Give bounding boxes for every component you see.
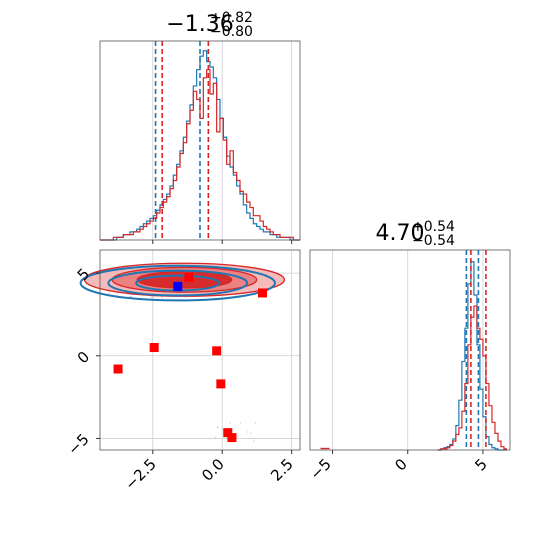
plot-area — [310, 250, 510, 450]
histogram-panel-y: 4.70 +0.54 −0.54 −5 0 5 — [306, 219, 511, 483]
sample-point — [250, 432, 253, 435]
sample-point — [229, 422, 232, 424]
tick-marks — [96, 272, 293, 454]
title-main: −1.36 — [166, 12, 233, 37]
red-marker — [216, 379, 226, 389]
y-tick-label: 0 — [74, 348, 93, 367]
histogram-title: −1.36 — [166, 12, 233, 37]
title-main: 4.70 — [376, 221, 425, 246]
sample-point — [237, 435, 239, 438]
y-tick-label: −5 — [64, 430, 92, 458]
sample-point — [252, 440, 255, 442]
x-tick-label: 5 — [471, 455, 490, 474]
blue-contour-level — [107, 269, 249, 297]
histogram-step — [437, 305, 507, 451]
red-marker — [149, 343, 159, 353]
histogram-step — [100, 50, 300, 241]
histogram-step — [100, 69, 300, 241]
red-marker — [184, 272, 194, 282]
markers — [113, 272, 267, 443]
red-marker — [227, 433, 237, 443]
plot-frame — [99, 40, 301, 241]
x-tick-labels: −5 0 5 — [306, 455, 490, 483]
sample-point — [152, 296, 155, 298]
title-superscript: +0.82 — [210, 10, 253, 26]
sample-point — [161, 296, 163, 298]
sample-point — [217, 426, 219, 429]
sample-point — [108, 292, 110, 295]
grid — [152, 41, 293, 240]
sample-point — [150, 296, 152, 299]
histogram-series — [320, 250, 507, 451]
red-marker — [223, 428, 233, 438]
histogram-panel-x: −1.36 +0.82 −0.80 — [99, 10, 301, 244]
sample-point — [221, 428, 224, 431]
x-tick-label: −5 — [306, 455, 334, 483]
x-tick-label: 0.0 — [198, 455, 228, 485]
title-subscript: −0.54 — [412, 233, 455, 249]
blue-contour-level — [79, 264, 276, 302]
x-tick-label: −2.5 — [121, 455, 159, 493]
title-subscript: −0.80 — [210, 24, 253, 40]
contour-panel: −2.5 0.0 2.5 5 0 −5 — [64, 249, 301, 494]
x-tick-label: 0 — [391, 455, 410, 474]
tick-marks — [332, 450, 484, 454]
red-marker — [258, 288, 267, 298]
red-marker — [212, 346, 222, 356]
histogram-series — [100, 41, 300, 241]
blue-marker — [173, 281, 183, 291]
sample-point — [254, 422, 257, 424]
tick-marks — [152, 240, 293, 244]
sample-point — [246, 431, 249, 433]
title-superscript: +0.54 — [412, 219, 455, 235]
red-marker — [113, 364, 123, 374]
x-tick-labels: −2.5 0.0 2.5 — [121, 455, 296, 493]
plot-frame — [99, 249, 301, 451]
plot-frame — [309, 249, 511, 451]
sample-point — [239, 421, 242, 424]
histogram-title: 4.70 — [376, 221, 425, 246]
y-tick-labels: 5 0 −5 — [64, 265, 93, 459]
sample-point — [214, 436, 217, 439]
x-tick-label: 2.5 — [267, 455, 297, 485]
